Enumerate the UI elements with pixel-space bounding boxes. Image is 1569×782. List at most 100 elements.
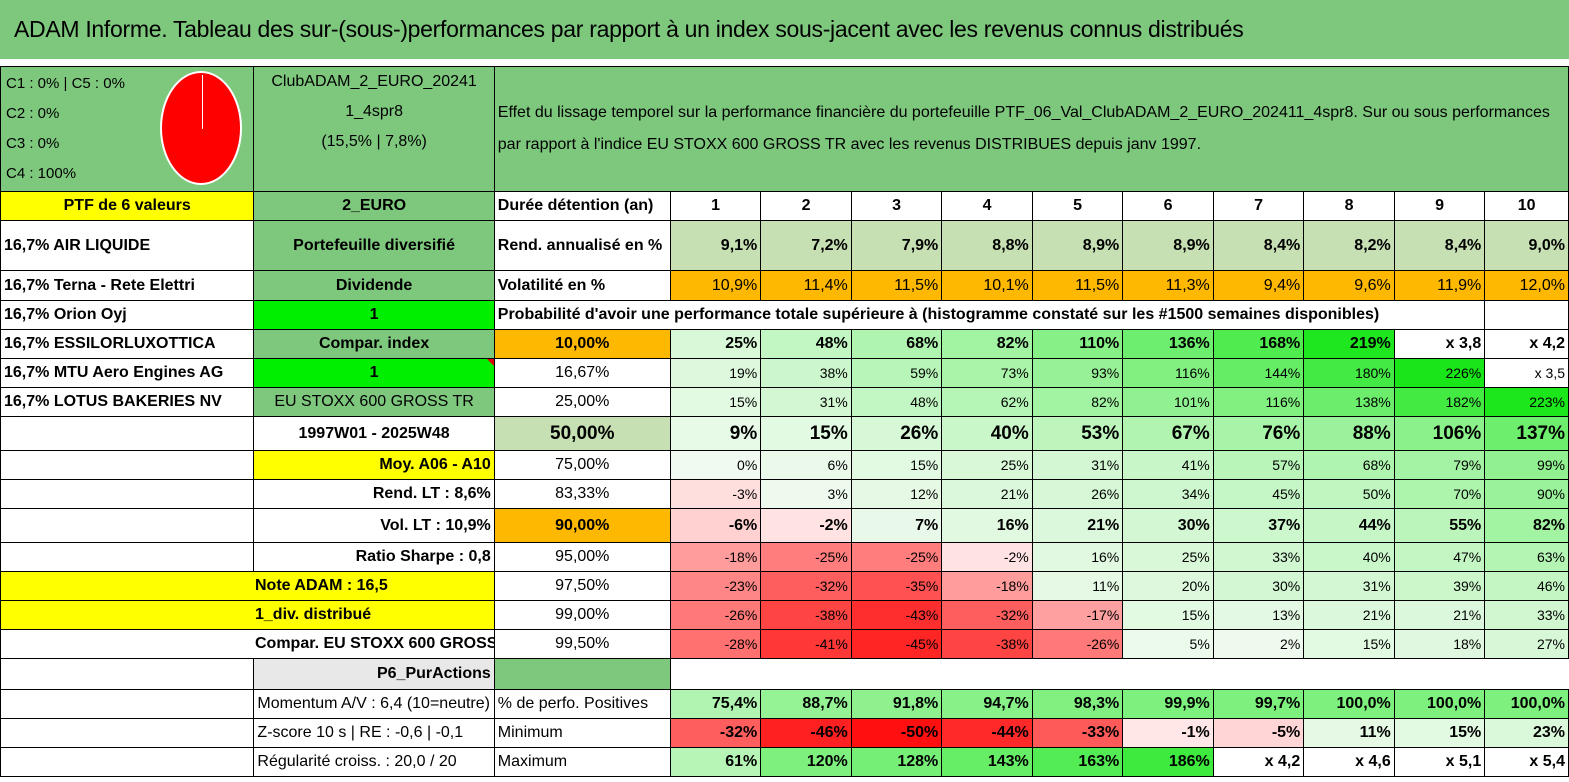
period-label: 1997W01 - 2025W48	[253, 416, 495, 451]
probability-value: 33%	[1212, 542, 1305, 572]
empty-cell	[0, 689, 255, 719]
probability-value: 15%	[669, 387, 762, 417]
probability-value: 57%	[1212, 450, 1305, 480]
probability-value: 47%	[1393, 542, 1486, 572]
probability-value: 76%	[1212, 416, 1305, 451]
probability-value: 25%	[941, 450, 1033, 480]
empty-cell	[0, 508, 255, 543]
probability-threshold: 10,00%	[493, 329, 671, 359]
side-label: Dividende	[253, 270, 495, 301]
probability-value: 136%	[1122, 329, 1214, 359]
max-value: 61%	[669, 747, 762, 777]
year-header: 6	[1122, 191, 1214, 221]
pos-value: 100,0%	[1393, 689, 1486, 719]
probability-value: -3%	[669, 479, 762, 509]
side-label: Compar. index	[253, 329, 495, 359]
probability-value: 25%	[669, 329, 762, 359]
year-header: 2	[760, 191, 852, 221]
max-value: x 4,2	[1212, 747, 1305, 777]
probability-value: -41%	[760, 629, 852, 659]
probability-value: 50%	[1303, 479, 1395, 509]
probability-value: -25%	[760, 542, 852, 572]
momentum-label: Momentum A/V : 6,4 (10=neutre)	[253, 689, 495, 719]
vol-value: 10,1%	[941, 270, 1033, 301]
side-label: Portefeuille diversifié	[253, 220, 495, 271]
legend-line: C3 : 0%	[6, 135, 60, 152]
probability-value: x 3,5	[1484, 358, 1569, 388]
probability-value: -6%	[669, 508, 762, 543]
vol-value: 10,9%	[669, 270, 762, 301]
probability-threshold: 99,00%	[493, 600, 671, 630]
probability-value: 33%	[1484, 600, 1569, 630]
compar-label: Compar. EU STOXX 600 GROSS TI	[0, 629, 495, 659]
max-value: x 5,4	[1484, 747, 1569, 777]
probability-value: 25%	[1122, 542, 1214, 572]
probability-value: 0%	[669, 450, 762, 480]
min-value: 23%	[1484, 718, 1569, 748]
pur-actions-label: P6_PurActions	[253, 658, 495, 690]
probability-value: 73%	[941, 358, 1033, 388]
probability-value: -18%	[669, 542, 762, 572]
probability-value: 15%	[1122, 600, 1214, 630]
probability-value: 21%	[941, 479, 1033, 509]
holding: 16,7% Orion Oyj	[0, 300, 255, 330]
probability-value: 15%	[850, 450, 943, 480]
probability-value: 82%	[1031, 387, 1124, 417]
probability-value: 46%	[1484, 571, 1569, 601]
pos-value: 99,9%	[1122, 689, 1214, 719]
probability-value: 7%	[850, 508, 943, 543]
probability-value: 21%	[1393, 600, 1486, 630]
rend-value: 9,0%	[1484, 220, 1569, 271]
allocation-pie-chart	[160, 71, 242, 185]
holding: 16,7% LOTUS BAKERIES NV	[0, 387, 255, 417]
probability-value: -18%	[941, 571, 1033, 601]
vol-label: Volatilité en %	[493, 270, 671, 301]
portfolio-name-line: (15,5% | 7,8%)	[321, 133, 427, 150]
probability-value: 48%	[850, 387, 943, 417]
legend-line: C4 : 100%	[6, 165, 77, 182]
vol-value: 12,0%	[1484, 270, 1569, 301]
probability-value: 219%	[1303, 329, 1395, 359]
rend-label: Rend. annualisé en %	[493, 220, 671, 271]
empty-cell	[0, 416, 255, 451]
probability-value: 41%	[1122, 450, 1214, 480]
min-value: -33%	[1031, 718, 1124, 748]
probability-value: 44%	[1303, 508, 1395, 543]
green-cell	[493, 658, 671, 690]
probability-value: 20%	[1122, 571, 1214, 601]
probability-value: 27%	[1484, 629, 1569, 659]
max-label: Maximum	[493, 747, 671, 777]
year-header: 8	[1303, 191, 1395, 221]
empty-cell	[0, 747, 255, 777]
rend-value: 7,2%	[760, 220, 852, 271]
index-name: EU STOXX 600 GROSS TR	[253, 387, 495, 417]
probability-value: -2%	[760, 508, 852, 543]
probability-value: -23%	[669, 571, 762, 601]
year-header: 7	[1212, 191, 1305, 221]
probability-value: 31%	[1303, 571, 1395, 601]
probability-value: 26%	[850, 416, 943, 451]
year-header: 1	[669, 191, 762, 221]
year-header: 10	[1484, 191, 1569, 221]
probability-value: 180%	[1303, 358, 1395, 388]
holding: 16,7% MTU Aero Engines AG	[0, 358, 255, 388]
holding: 16,7% Terna - Rete Elettri	[0, 270, 255, 301]
max-value: 120%	[760, 747, 852, 777]
rend-lt-label: Rend. LT : 8,6%	[253, 479, 495, 509]
zscore-label: Z-score 10 s | RE : -0,6 | -0,1	[253, 718, 495, 748]
probability-value: 137%	[1484, 416, 1569, 451]
vol-value: 11,5%	[1031, 270, 1124, 301]
holding: 16,7% AIR LIQUIDE	[0, 220, 255, 271]
probability-value: 90%	[1484, 479, 1569, 509]
probability-label: Probabilité d'avoir une performance tota…	[493, 300, 1485, 330]
probability-value: 2%	[1212, 629, 1305, 659]
probability-value: 37%	[1212, 508, 1305, 543]
probability-value: -43%	[850, 600, 943, 630]
effect-description: Effet du lissage temporel sur la perform…	[493, 66, 1569, 192]
probability-value: x 3,8	[1393, 329, 1486, 359]
year-header: 9	[1393, 191, 1486, 221]
probability-value: 99%	[1484, 450, 1569, 480]
min-value: -50%	[850, 718, 943, 748]
probability-value: 21%	[1031, 508, 1124, 543]
legend-line: C1 : 0% | C5 : 0%	[6, 75, 125, 92]
